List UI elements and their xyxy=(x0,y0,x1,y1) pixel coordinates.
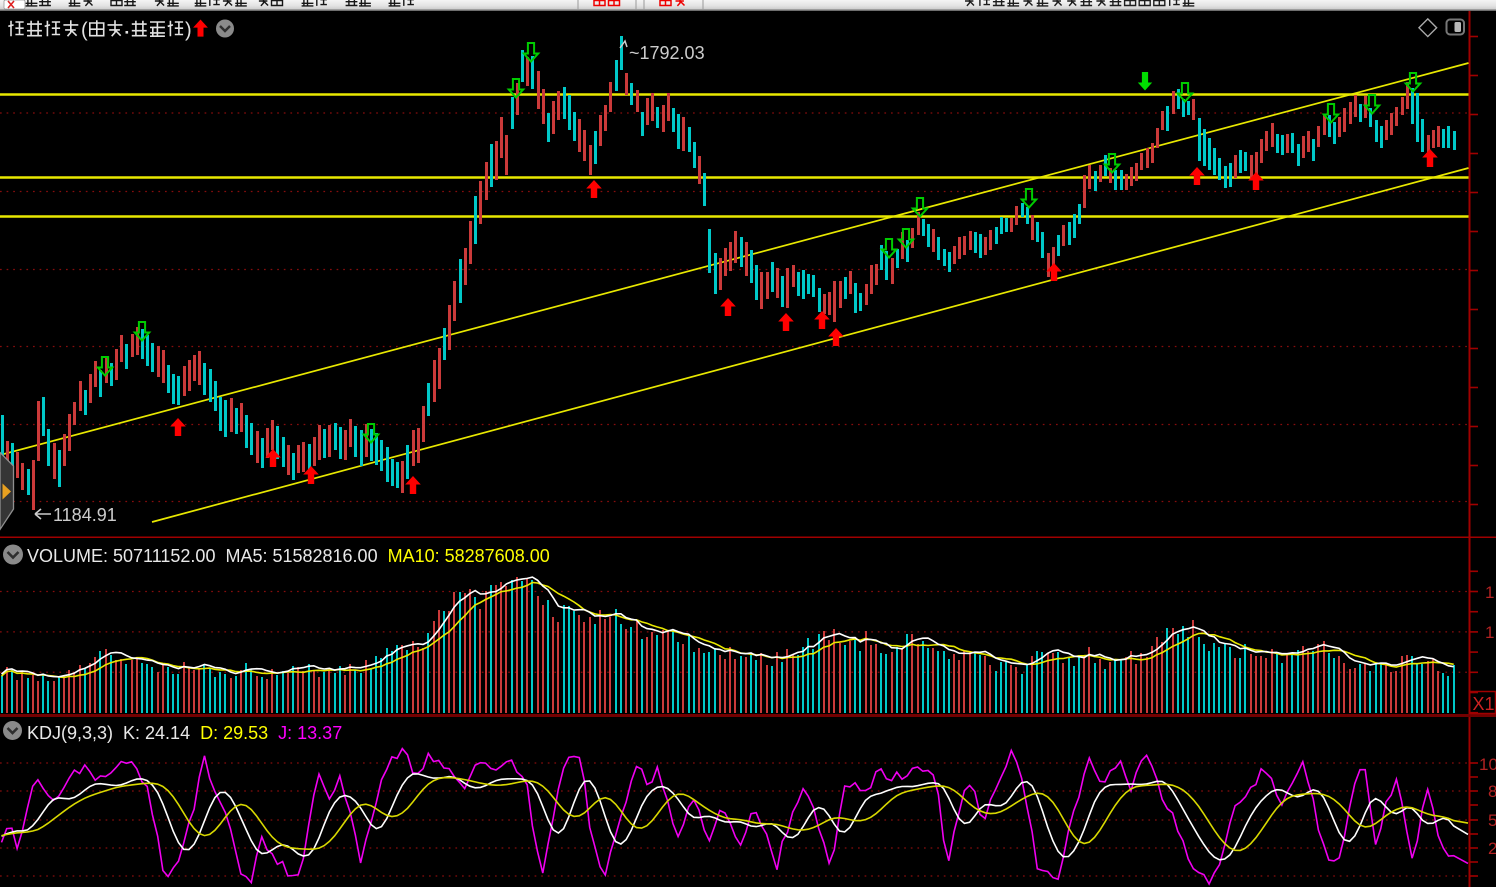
svg-text:80: 80 xyxy=(1488,782,1496,801)
svg-text:100: 100 xyxy=(1479,755,1496,774)
svg-text:50: 50 xyxy=(1488,811,1496,830)
svg-text:20: 20 xyxy=(1488,839,1496,858)
svg-text:1184.91: 1184.91 xyxy=(53,505,117,525)
svg-text:~1792.03: ~1792.03 xyxy=(629,43,705,63)
svg-text:1: 1 xyxy=(1485,583,1494,602)
svg-text:(: ( xyxy=(81,20,88,42)
svg-text:X1: X1 xyxy=(1473,694,1495,714)
svg-text:1: 1 xyxy=(1485,623,1494,642)
svg-text:VOLUME: 50711152.00 MA5: 5158: VOLUME: 50711152.00 MA5: 51582816.00 MA1… xyxy=(27,546,550,566)
svg-text:KDJ(9,3,3) K: 24.14 D: 29.53: KDJ(9,3,3) K: 24.14 D: 29.53 J: 13.37 xyxy=(27,723,342,743)
svg-text:): ) xyxy=(185,20,192,42)
